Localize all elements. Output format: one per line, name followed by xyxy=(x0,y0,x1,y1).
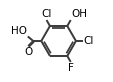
Text: F: F xyxy=(67,63,73,73)
Text: HO: HO xyxy=(11,26,27,36)
Text: Cl: Cl xyxy=(41,9,51,19)
Text: O: O xyxy=(24,47,32,57)
Text: Cl: Cl xyxy=(82,36,93,46)
Text: OH: OH xyxy=(71,9,86,19)
